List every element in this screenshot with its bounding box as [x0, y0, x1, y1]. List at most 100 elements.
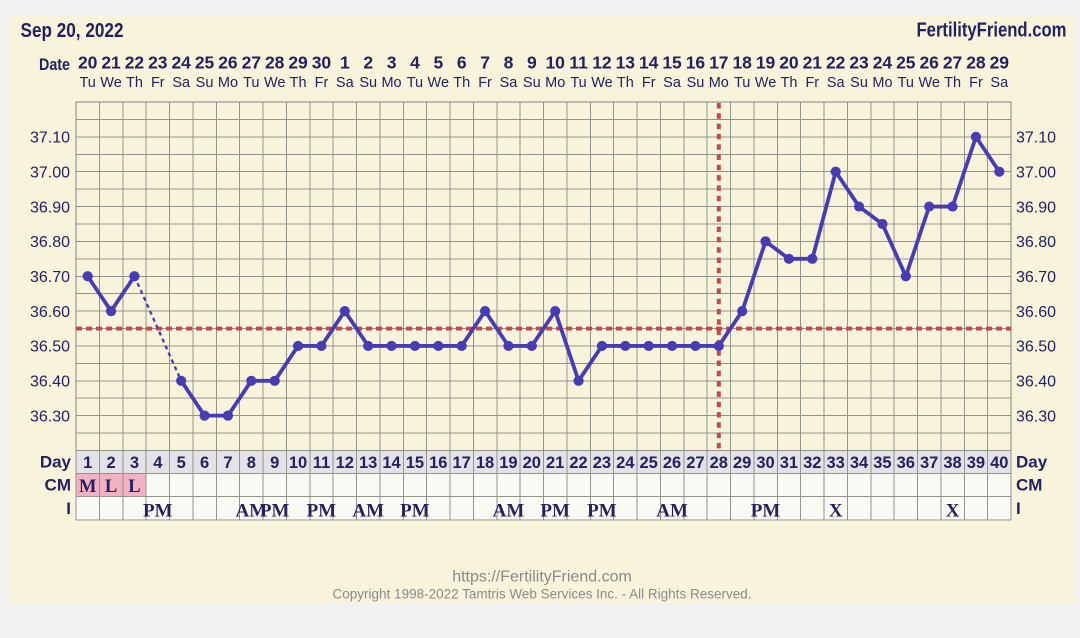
svg-text:Mo: Mo: [545, 75, 565, 91]
svg-text:Th: Th: [780, 75, 797, 91]
svg-text:PM: PM: [587, 501, 617, 522]
svg-text:Day: Day: [40, 453, 72, 472]
svg-text:23: 23: [593, 454, 611, 472]
svg-text:8: 8: [504, 53, 514, 73]
svg-text:31: 31: [780, 454, 798, 472]
svg-text:Th: Th: [944, 75, 961, 91]
svg-text:Mo: Mo: [381, 75, 401, 91]
svg-text:26: 26: [663, 454, 681, 472]
svg-text:Th: Th: [453, 75, 470, 91]
svg-text:5: 5: [433, 53, 443, 73]
svg-text:22: 22: [826, 53, 846, 73]
svg-text:36.40: 36.40: [1016, 374, 1056, 391]
svg-text:19: 19: [499, 454, 517, 472]
svg-text:36: 36: [897, 454, 915, 472]
svg-text:28: 28: [265, 53, 285, 73]
svg-text:30: 30: [312, 53, 332, 73]
svg-text:27: 27: [943, 53, 962, 73]
svg-text:Sa: Sa: [172, 75, 191, 91]
svg-text:5: 5: [177, 454, 186, 472]
svg-text:Tu: Tu: [734, 75, 750, 91]
svg-text:36.80: 36.80: [30, 234, 70, 251]
svg-text:36.40: 36.40: [30, 374, 70, 391]
svg-text:21: 21: [803, 53, 823, 73]
svg-text:I: I: [66, 499, 71, 518]
svg-text:37: 37: [920, 454, 938, 472]
svg-text:27: 27: [242, 53, 261, 73]
svg-text:10: 10: [289, 454, 307, 472]
svg-text:FertilityFriend.com: FertilityFriend.com: [917, 20, 1067, 42]
svg-text:11: 11: [569, 53, 588, 73]
svg-text:36.60: 36.60: [1016, 304, 1056, 321]
svg-text:Copyright 1998-2022 Tamtris We: Copyright 1998-2022 Tamtris Web Services…: [333, 587, 752, 602]
svg-text:17: 17: [709, 53, 728, 73]
svg-text:13: 13: [359, 454, 377, 472]
svg-text:18: 18: [476, 454, 494, 472]
svg-text:12: 12: [336, 454, 354, 472]
svg-text:CM: CM: [1016, 476, 1042, 495]
svg-text:1: 1: [340, 53, 350, 73]
svg-text:Sa: Sa: [500, 75, 519, 91]
svg-text:25: 25: [640, 454, 658, 472]
svg-text:37.10: 37.10: [30, 130, 70, 147]
svg-text:28: 28: [966, 53, 986, 73]
svg-text:7: 7: [480, 53, 490, 73]
svg-text:28: 28: [710, 454, 728, 472]
svg-text:21: 21: [101, 53, 121, 73]
svg-text:Sa: Sa: [990, 75, 1009, 91]
svg-text:We: We: [591, 75, 613, 91]
svg-text:32: 32: [803, 454, 821, 472]
svg-text:6: 6: [200, 454, 209, 472]
svg-text:36.70: 36.70: [1016, 269, 1056, 286]
svg-text:21: 21: [546, 454, 564, 472]
svg-text:AM: AM: [235, 501, 267, 522]
svg-text:PM: PM: [400, 501, 430, 522]
svg-text:M: M: [79, 477, 96, 497]
svg-text:24: 24: [873, 53, 893, 73]
svg-text:27: 27: [686, 454, 704, 472]
svg-text:PM: PM: [143, 501, 173, 522]
svg-text:Th: Th: [290, 75, 307, 91]
svg-text:22: 22: [569, 454, 587, 472]
svg-text:24: 24: [171, 53, 191, 73]
svg-text:Fr: Fr: [969, 75, 983, 91]
svg-text:Day: Day: [1016, 453, 1048, 472]
svg-text:12: 12: [592, 53, 612, 73]
svg-text:39: 39: [967, 454, 985, 472]
svg-text:We: We: [100, 75, 122, 91]
svg-text:Sa: Sa: [336, 75, 355, 91]
svg-text:36.90: 36.90: [30, 199, 70, 216]
svg-text:L: L: [128, 477, 140, 497]
svg-text:2: 2: [106, 454, 115, 472]
svg-text:Tu: Tu: [898, 75, 914, 91]
svg-text:36.50: 36.50: [30, 339, 70, 356]
svg-text:AM: AM: [493, 501, 525, 522]
svg-text:15: 15: [406, 454, 424, 472]
svg-text:Su: Su: [196, 75, 214, 91]
svg-text:36.30: 36.30: [30, 408, 70, 425]
svg-text:9: 9: [527, 53, 537, 73]
svg-text:1: 1: [83, 454, 92, 472]
svg-text:14: 14: [639, 53, 659, 73]
svg-text:34: 34: [850, 454, 869, 472]
svg-text:36.70: 36.70: [30, 269, 70, 286]
svg-text:Date: Date: [39, 55, 70, 74]
svg-text:Tu: Tu: [570, 75, 586, 91]
svg-text:L: L: [105, 477, 117, 497]
svg-text:37.10: 37.10: [1016, 130, 1056, 147]
svg-text:36.50: 36.50: [1016, 339, 1056, 356]
svg-text:36.30: 36.30: [1016, 408, 1056, 425]
svg-text:25: 25: [195, 53, 215, 73]
svg-text:29: 29: [733, 454, 751, 472]
svg-text:35: 35: [873, 454, 891, 472]
svg-text:13: 13: [616, 53, 636, 73]
svg-text:Su: Su: [687, 75, 705, 91]
svg-text:I: I: [1016, 499, 1021, 518]
svg-text:Su: Su: [359, 75, 377, 91]
svg-text:36.90: 36.90: [1016, 199, 1056, 216]
svg-text:Su: Su: [850, 75, 868, 91]
svg-text:22: 22: [125, 53, 145, 73]
svg-text:8: 8: [247, 454, 256, 472]
svg-text:X: X: [829, 501, 843, 522]
svg-text:Sep 20, 2022: Sep 20, 2022: [21, 20, 124, 42]
